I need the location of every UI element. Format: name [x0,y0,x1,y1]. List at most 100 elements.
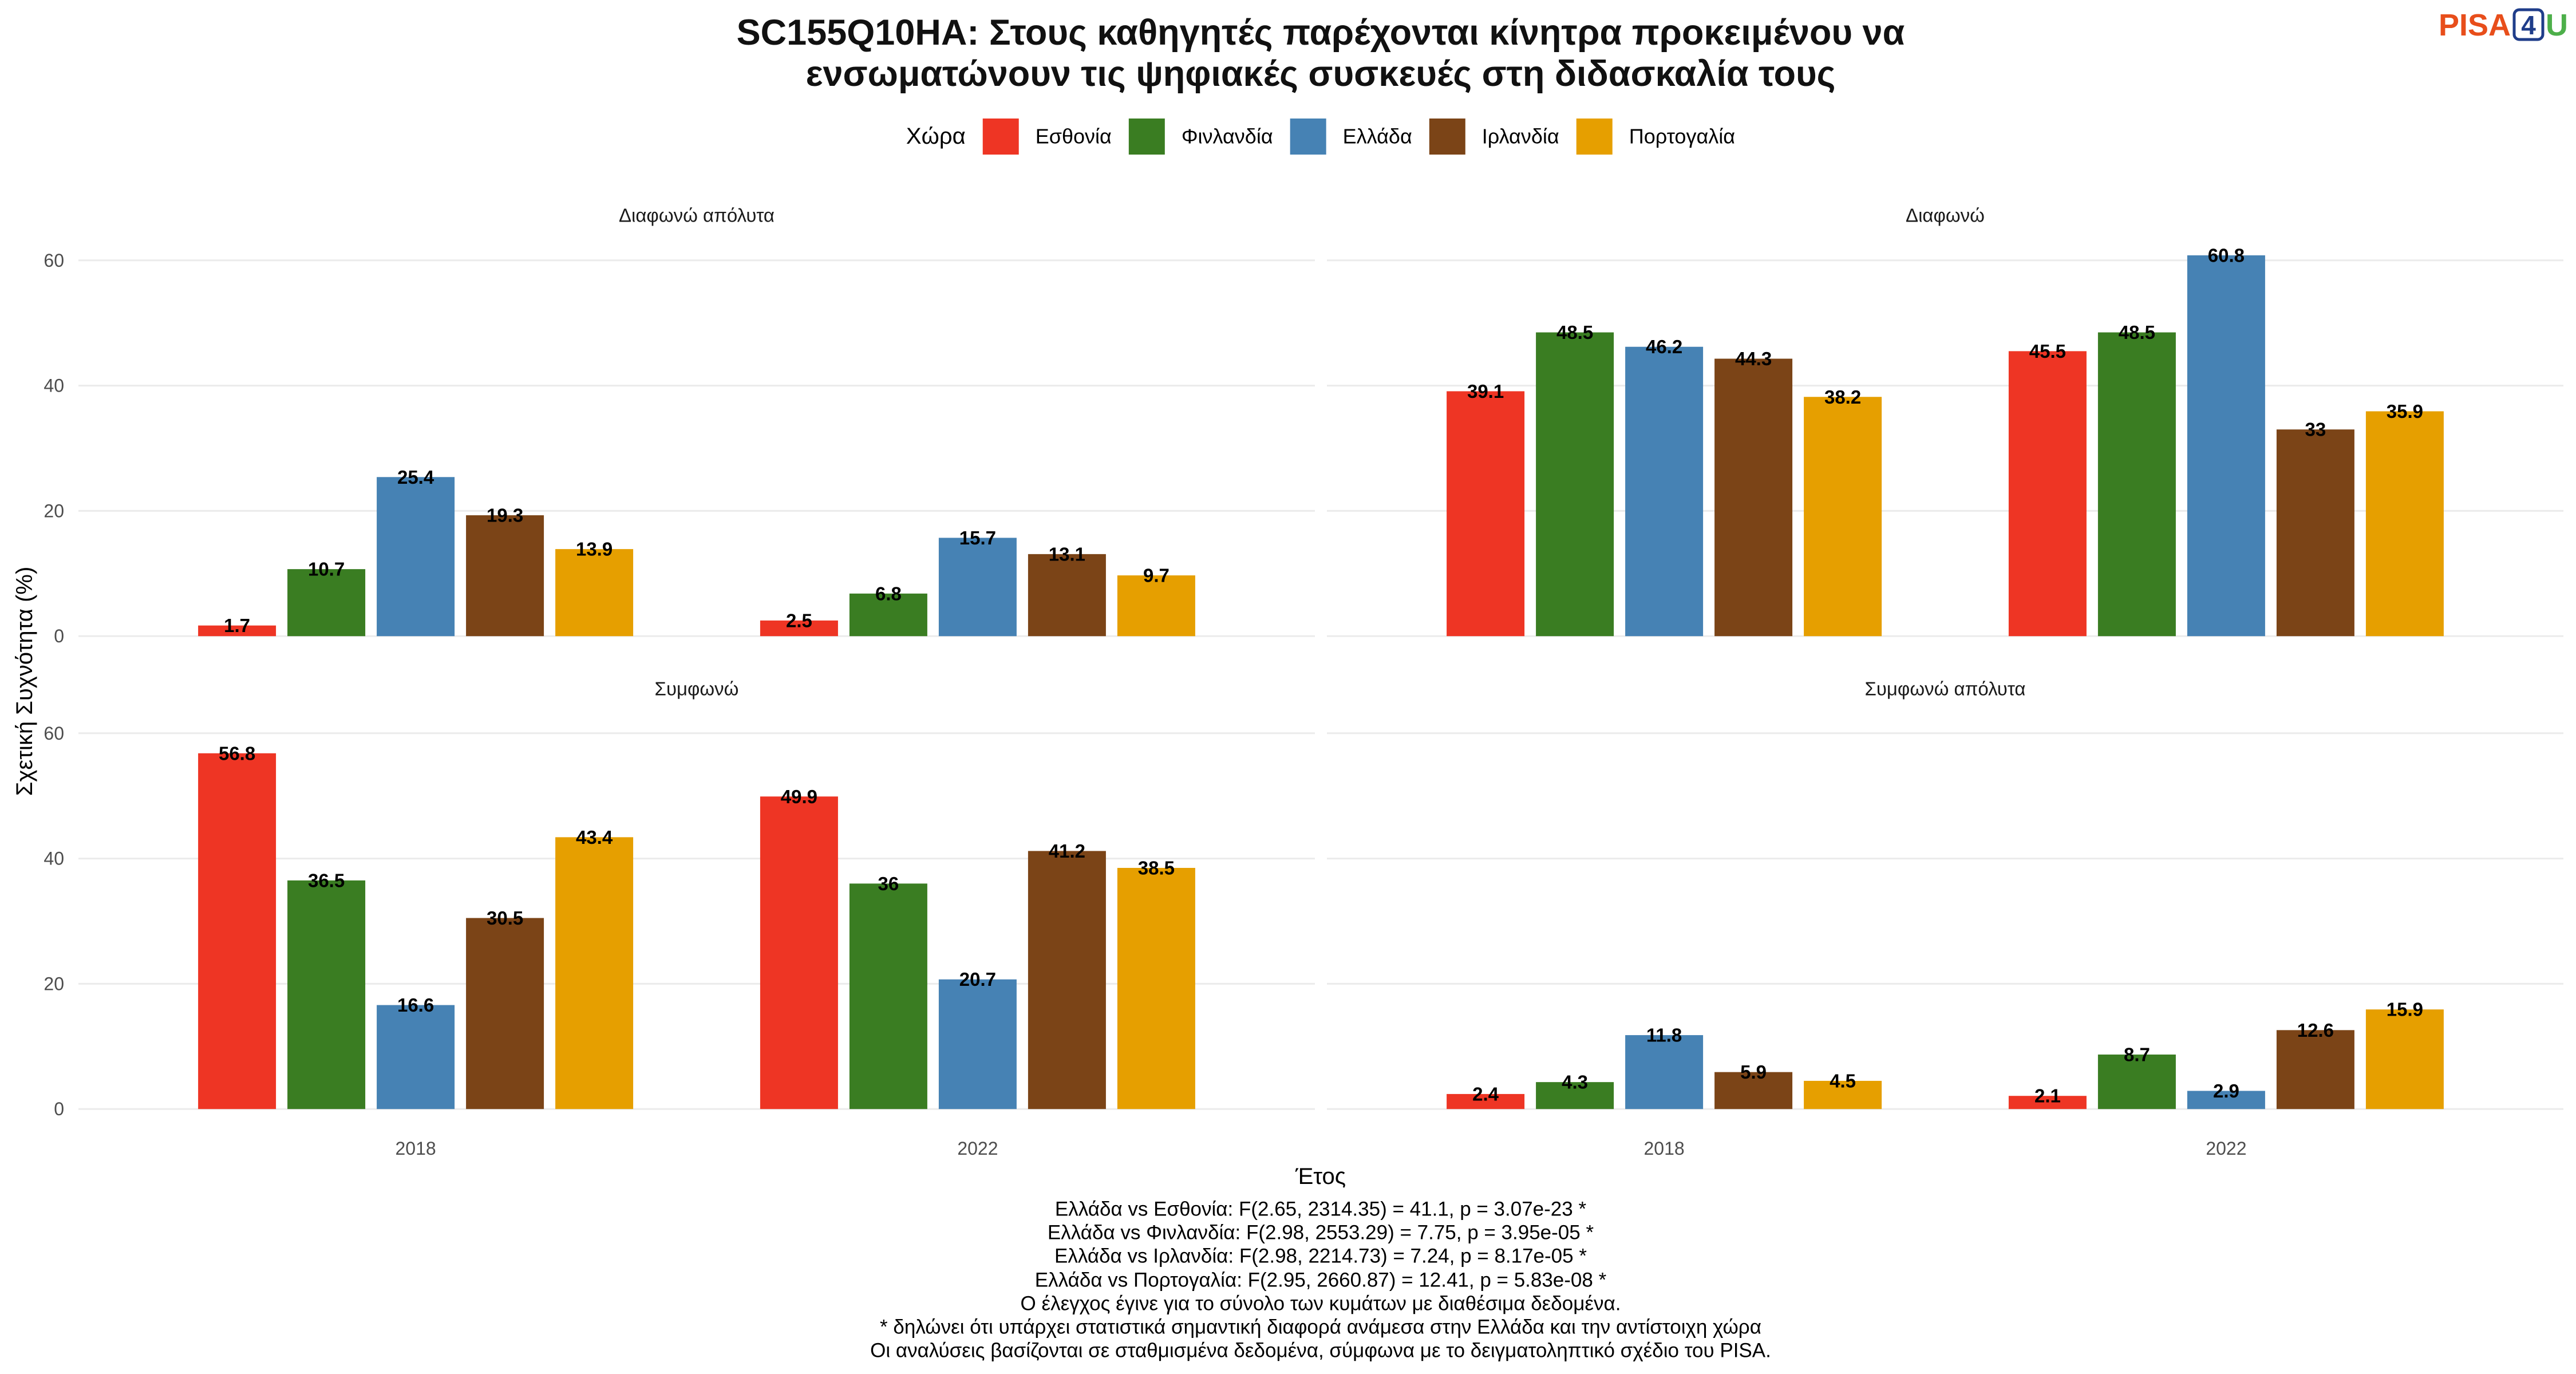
y-tick-label: 20 [44,500,64,521]
bar [1028,554,1106,637]
bar-value-label: 16.6 [397,994,434,1016]
logo-text-four: 4 [2521,10,2536,40]
bar [1536,1082,1614,1110]
bar-value-label: 2.9 [2213,1080,2239,1101]
bar [287,880,366,1110]
legend-label: Ελλάδα [1343,125,1412,148]
legend-label: Φινλανδία [1182,125,1273,148]
y-tick-label: 20 [44,973,64,994]
footnote-line: * δηλώνει ότι υπάρχει στατιστικά σημαντι… [880,1316,1761,1339]
footnote-line: Ελλάδα vs Εσθονία: F(2.65, 2314.35) = 41… [1055,1198,1587,1221]
footnote-line: Ο έλεγχος έγινε για το σύνολο των κυμάτω… [1021,1293,1621,1315]
bar [198,625,276,637]
bar [849,883,927,1110]
bar-value-label: 48.5 [2119,322,2155,343]
y-tick-label: 0 [54,1099,64,1119]
footnote-line: Ελλάδα vs Πορτογαλία: F(2.95, 2660.87) =… [1035,1269,1607,1292]
y-tick-label: 40 [44,376,64,396]
bar [1714,358,1793,637]
bar-value-label: 8.7 [2124,1044,2150,1065]
legend-key [1290,119,1326,155]
axis-tick-labels: 0 20 40 60 0 20 40 60 2018 2022 2018 2022 [44,250,2246,1159]
footnote-line: Ελλάδα vs Ιρλανδία: F(2.98, 2214.73) = 7… [1054,1245,1587,1268]
bar [1536,332,1614,637]
bar-value-label: 38.2 [1824,386,1861,408]
bar-value-label: 4.3 [1562,1072,1588,1093]
bar [377,1005,455,1110]
bar [287,569,366,637]
chart-title-line-2: ενσωματώνουν τις ψηφιακές συσκευές στη δ… [806,54,1836,94]
bar [198,753,276,1110]
chart-title-line-1: SC155Q10HA: Στους καθηγητές παρέχονται κ… [737,13,1905,53]
bar [938,538,1017,637]
bar [466,918,544,1110]
legend: Χώρα Εσθονία Φινλανδία Ελλάδα Ιρλανδία Πορτο… [906,119,1735,155]
bar [555,837,634,1110]
bar-value-label: 2.5 [786,610,812,631]
bar-value-label: 4.5 [1830,1070,1856,1091]
y-tick-label: 60 [44,723,64,744]
facet-label-strongly-agree: Συμφωνώ απόλυτα [1864,678,2025,700]
bars [198,255,2444,1110]
bar [2365,1009,2444,1110]
bar [1447,391,1525,637]
facet-label-agree: Συμφωνώ [655,678,739,700]
x-tick-label: 2022 [957,1138,998,1159]
bar [1804,397,1882,637]
bar [1625,346,1704,637]
bar [1804,1080,1882,1110]
bar-value-label: 6.8 [875,583,902,604]
bar-value-label: 45.5 [2029,341,2066,362]
bar-value-label: 19.3 [487,505,523,526]
bar-value-label: 1.7 [224,615,250,636]
bar [849,593,927,637]
x-tick-label: 2018 [1643,1138,1684,1159]
bar-value-label: 38.5 [1138,857,1175,878]
y-tick-label: 60 [44,250,64,271]
bar [760,796,838,1110]
legend-key [982,119,1019,155]
bar [2097,1054,2176,1110]
bar-value-label: 5.9 [1740,1061,1767,1083]
bar [377,477,455,637]
bar [2097,332,2176,637]
bar [466,515,544,637]
bar-value-label: 25.4 [397,467,434,488]
bar [555,549,634,637]
bar-value-label: 44.3 [1735,348,1772,369]
y-tick-label: 0 [54,626,64,646]
bar [760,620,838,637]
bar [2187,255,2265,637]
bar [2365,411,2444,637]
bar-value-label: 36.5 [308,870,345,891]
bar-value-label: 49.9 [781,786,817,807]
bar-value-labels: 1.7 10.7 25.4 19.3 13.9 2.5 6.8 15.7 13.1 9.7 39.1… [219,245,2423,1107]
bar [1714,1072,1793,1110]
bar-value-label: 41.2 [1049,840,1085,862]
grid-lines [78,259,2563,1110]
bar [2187,1091,2265,1110]
bar [1447,1093,1525,1110]
bar-value-label: 33 [2305,419,2326,440]
logo-text-pisa: PISA [2439,8,2511,42]
footnotes: Ελλάδα vs Εσθονία: F(2.65, 2314.35) = 41… [870,1198,1771,1362]
legend-label: Εσθονία [1036,125,1112,148]
bar-value-label: 2.1 [2034,1085,2061,1107]
x-tick-label: 2022 [2206,1138,2246,1159]
x-axis-title: Έτος [1295,1164,1346,1189]
footnote-line: Ελλάδα vs Φινλανδία: F(2.98, 2553.29) = … [1048,1222,1594,1244]
bar-value-label: 46.2 [1646,336,1682,357]
bar-value-label: 15.7 [959,527,996,548]
facet-label-strongly-disagree: Διαφωνώ απόλυτα [619,205,775,226]
bar [1117,867,1195,1110]
logo-text-u: U [2546,8,2568,42]
bar-value-label: 12.6 [2297,1020,2334,1041]
bar-value-label: 60.8 [2208,245,2245,266]
bar-value-label: 20.7 [959,969,996,990]
bar-value-label: 30.5 [487,907,523,929]
x-tick-label: 2018 [395,1138,436,1159]
y-tick-label: 40 [44,848,64,869]
bar [1117,575,1195,637]
bar-value-label: 2.4 [1472,1083,1499,1104]
